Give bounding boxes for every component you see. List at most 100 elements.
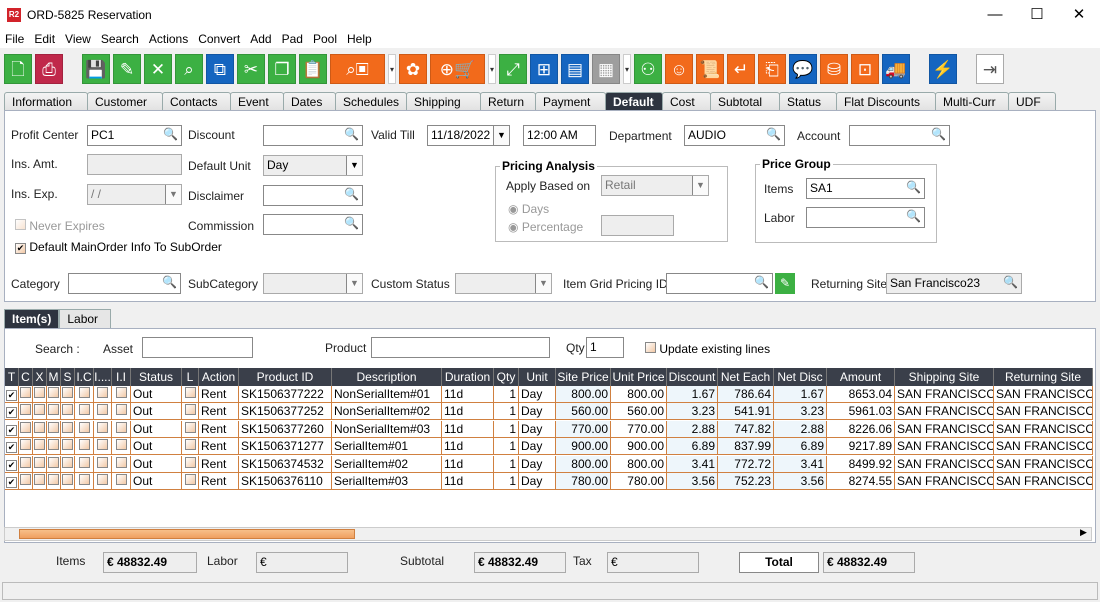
copy-button[interactable]: ❐ [268,54,296,84]
row-checkbox-cell[interactable] [75,438,94,456]
cell-duration[interactable]: 11d [442,403,494,421]
row-checkbox-cell[interactable] [75,420,94,438]
minimize-button[interactable]: — [987,6,1003,23]
components-button[interactable]: ✿ [399,54,427,84]
cell-net-disc[interactable]: 3.41 [774,455,827,473]
cell-discount[interactable]: 6.89 [667,438,718,456]
scroll-right-icon[interactable]: ▶ [1080,527,1087,537]
cell-shipping-site[interactable]: SAN FRANCISCO [895,403,994,421]
search-icon[interactable]: 🔍 [906,209,921,223]
cell-net-disc[interactable]: 2.88 [774,420,827,438]
column-header-description[interactable]: Description [332,368,442,386]
search-icon[interactable]: 🔍 [906,180,921,194]
cell-unit-price[interactable]: 780.00 [611,473,667,490]
checkbox[interactable] [184,421,196,433]
cell-shipping-site[interactable]: SAN FRANCISCO [895,438,994,456]
row-checkbox-cell[interactable] [182,438,199,456]
menu-edit[interactable]: Edit [34,32,56,46]
checkbox-checked[interactable]: ✔ [6,390,17,401]
cell-net-each[interactable]: 772.72 [718,455,774,473]
tab-udf[interactable]: UDF [1008,92,1056,110]
cell-description[interactable]: NonSerialItem#02 [332,403,442,421]
checkbox[interactable] [97,404,108,416]
product-input[interactable] [371,337,550,358]
checkbox[interactable] [20,456,31,468]
cell-status[interactable]: Out [131,403,182,421]
edit-pricing-button[interactable]: ✎ [775,273,795,294]
column-header-status[interactable]: Status [131,368,182,386]
cell-product-id[interactable]: SK1506371277 [239,438,332,456]
tab-items[interactable]: Item(s) [4,309,60,328]
cell-net-disc[interactable]: 1.67 [774,386,827,403]
column-header-action[interactable]: Action [199,368,239,386]
cell-duration[interactable]: 11d [442,420,494,438]
cell-product-id[interactable]: SK1506376110 [239,473,332,490]
checkbox-checked[interactable]: ✔ [6,442,17,454]
column-header-c[interactable]: C [19,368,33,386]
cell-unit[interactable]: Day [519,473,556,490]
checkbox[interactable] [34,456,45,468]
ins-amt-input[interactable] [87,154,182,175]
row-checkbox-cell[interactable] [33,403,47,421]
search-icon[interactable]: 🔍 [344,127,359,141]
coins-button[interactable]: ⛁ [820,54,848,84]
chevron-down-icon[interactable]: ▼ [165,185,181,204]
network-button[interactable]: ⚇ [634,54,662,84]
cell-unit[interactable]: Day [519,386,556,403]
checkbox[interactable] [20,421,31,433]
row-checkbox-cell[interactable]: ✔ [5,403,19,421]
cell-site-price[interactable]: 800.00 [556,455,611,473]
row-checkbox-cell[interactable]: ✔ [5,473,19,490]
lightning-button[interactable]: ⚡ [929,54,957,84]
save-button[interactable]: 💾 [82,54,110,84]
dropdown-button[interactable]: ▾ [388,54,396,84]
cell-amount[interactable]: 9217.89 [827,438,895,456]
row-checkbox-cell[interactable] [112,403,131,421]
cell-description[interactable]: NonSerialItem#03 [332,420,442,438]
checkbox[interactable] [48,474,59,485]
row-checkbox-cell[interactable] [94,386,112,403]
row-checkbox-cell[interactable] [94,420,112,438]
menu-pool[interactable]: Pool [312,32,337,46]
checkbox[interactable] [15,219,26,230]
cell-returning-site[interactable]: SAN FRANCISCO [994,438,1093,456]
row-checkbox-cell[interactable] [182,473,199,490]
cell-net-disc[interactable]: 3.23 [774,403,827,421]
row-checkbox-cell[interactable] [47,438,61,456]
row-checkbox-cell[interactable] [61,455,75,473]
cell-status[interactable]: Out [131,420,182,438]
tab-multi-curr[interactable]: Multi-Curr [935,92,1009,110]
row-checkbox-cell[interactable] [19,420,33,438]
checkbox-checked[interactable]: ✔ [15,243,26,254]
row-checkbox-cell[interactable] [61,420,75,438]
message-button[interactable]: ▤ [561,54,589,84]
tab-flat-discounts[interactable]: Flat Discounts [836,92,936,110]
cell-unit[interactable]: Day [519,455,556,473]
cell-discount[interactable]: 1.67 [667,386,718,403]
row-checkbox-cell[interactable] [112,438,131,456]
column-header-l[interactable]: L [182,368,199,386]
row-checkbox-cell[interactable] [33,438,47,456]
update-existing-checkbox[interactable]: Update existing lines [645,342,770,356]
exit-button[interactable]: ⇥ [976,54,1004,84]
profit-center-input[interactable]: PC1 🔍 [87,125,182,146]
checkbox[interactable] [48,387,59,398]
department-input[interactable]: AUDIO 🔍 [684,125,785,146]
tab-labor[interactable]: Labor [59,309,112,328]
checkbox[interactable] [34,387,45,398]
search-icon[interactable]: 🔍 [766,127,781,141]
row-checkbox-cell[interactable] [47,473,61,490]
row-checkbox-cell[interactable] [19,438,33,456]
row-checkbox-cell[interactable] [182,386,199,403]
row-checkbox-cell[interactable] [75,455,94,473]
cell-action[interactable]: Rent [199,420,239,438]
column-header-net-each[interactable]: Net Each [718,368,774,386]
cell-shipping-site[interactable]: SAN FRANCISCO [895,473,994,490]
checkbox[interactable] [20,387,31,398]
search-icon[interactable]: 🔍 [1003,275,1018,289]
checkbox[interactable] [62,387,73,398]
checkbox[interactable] [97,456,108,468]
cell-returning-site[interactable]: SAN FRANCISCO [994,473,1093,490]
row-checkbox-cell[interactable] [75,473,94,490]
cell-net-disc[interactable]: 6.89 [774,438,827,456]
